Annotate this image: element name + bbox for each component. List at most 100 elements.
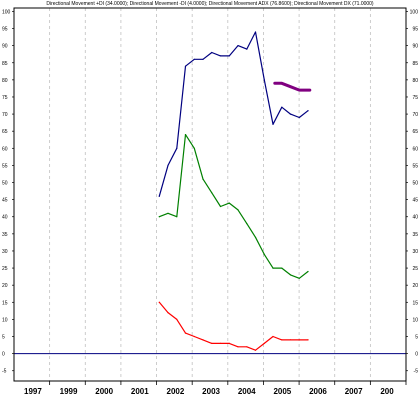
data-point-dx <box>307 110 309 112</box>
series-line-dx <box>158 31 309 197</box>
x-tick-label: 1999 <box>60 387 78 396</box>
data-point-minus_di <box>254 349 257 351</box>
data-point-dx <box>219 55 222 57</box>
data-point-adx <box>281 82 283 84</box>
data-point-dx <box>237 45 239 47</box>
y-tick-label-right: 100 <box>410 9 419 15</box>
data-point-minus_di <box>263 342 265 344</box>
y-tick-label-left: 100 <box>2 9 11 15</box>
y-tick-label-right: 35 <box>412 232 418 238</box>
data-point-minus_di <box>307 339 309 341</box>
data-point-dx <box>246 48 248 50</box>
y-tick-label-left: 30 <box>2 249 8 255</box>
y-tick-label-left: 40 <box>2 215 8 221</box>
y-tick-label-left: 60 <box>2 146 8 152</box>
x-tick-label: 200 <box>380 387 394 396</box>
y-tick-label-left: 55 <box>2 163 8 169</box>
y-tick-label-left: 5 <box>2 335 5 341</box>
data-point-dx <box>176 147 178 149</box>
data-point-plus_di <box>202 178 204 180</box>
data-point-dx <box>254 31 257 33</box>
y-tick-label-right: 25 <box>412 266 418 272</box>
data-point-plus_di <box>254 236 257 238</box>
data-point-plus_di <box>211 192 213 194</box>
y-tick-label-right: 15 <box>412 300 418 306</box>
y-tick-label-left: 20 <box>2 283 8 289</box>
y-tick-label-left: 95 <box>2 27 8 33</box>
series <box>158 31 312 351</box>
data-point-minus_di <box>246 346 248 348</box>
grid <box>49 8 371 381</box>
data-point-minus_di <box>202 339 204 341</box>
data-point-minus_di <box>281 339 283 341</box>
data-point-plus_di <box>289 274 292 276</box>
y-tick-label-left: -5 <box>2 369 7 375</box>
x-tick-label: 2006 <box>309 387 327 396</box>
y-tick-label-right: 50 <box>412 181 418 187</box>
data-point-minus_di <box>176 318 178 320</box>
data-point-plus_di <box>184 134 187 136</box>
data-point-adx <box>274 82 276 84</box>
y-tick-label-right: 60 <box>412 146 418 152</box>
y-tick-label-right: 55 <box>412 163 418 169</box>
data-point-dx <box>158 195 160 197</box>
x-tick-label: 2003 <box>202 387 220 396</box>
data-point-minus_di <box>228 342 230 344</box>
data-point-dx <box>298 116 300 119</box>
data-point-plus_di <box>158 216 160 218</box>
y-tick-label-left: 90 <box>2 44 8 50</box>
data-point-dx <box>211 51 213 54</box>
y-tick-label-left: 85 <box>2 61 8 67</box>
y-tick-label-left: 25 <box>2 266 8 272</box>
data-point-dx <box>193 58 195 60</box>
y-tick-label-right: 85 <box>412 61 418 67</box>
y-tick-label-left: 80 <box>2 78 8 84</box>
x-tick-label: 1997 <box>24 387 42 396</box>
y-tick-label-right: 75 <box>412 95 418 101</box>
data-point-minus_di <box>167 312 169 314</box>
data-point-plus_di <box>219 205 222 208</box>
y-tick-label-right: 0 <box>415 352 418 358</box>
data-point-dx <box>281 106 283 108</box>
data-point-dx <box>263 79 265 81</box>
y-tick-label-right: 10 <box>412 317 418 323</box>
x-tick-label: 2004 <box>238 387 256 396</box>
y-tick-label-right: 30 <box>412 249 418 255</box>
y-tick-label-right: 5 <box>415 335 418 341</box>
data-point-dx <box>289 113 292 115</box>
data-point-dx <box>228 55 230 57</box>
y-tick-label-left: 10 <box>2 317 8 323</box>
data-point-adx <box>298 89 300 91</box>
data-point-plus_di <box>176 216 178 218</box>
data-point-adx <box>309 89 311 91</box>
series-line-plus_di <box>158 134 309 279</box>
data-point-dx <box>272 123 274 125</box>
data-point-minus_di <box>211 342 213 344</box>
data-point-plus_di <box>167 212 169 214</box>
data-point-plus_di <box>228 202 230 204</box>
data-point-minus_di <box>158 301 160 303</box>
data-point-minus_di <box>219 342 222 344</box>
data-point-plus_di <box>298 277 300 279</box>
x-tick-label: 2007 <box>345 387 363 396</box>
x-axis-ticks: 1997 1999 2000 2001 2002 2003 2004 2005 2006 2007… <box>24 381 407 396</box>
data-point-minus_di <box>193 335 195 338</box>
data-point-minus_di <box>289 339 292 341</box>
data-point-plus_di <box>237 209 239 211</box>
y-tick-label-left: 75 <box>2 95 8 101</box>
data-point-plus_di <box>246 223 248 225</box>
x-tick-label: 2001 <box>131 387 149 396</box>
data-point-dx <box>184 65 187 67</box>
data-point-plus_di <box>272 267 274 269</box>
data-point-minus_di <box>184 332 187 334</box>
y-tick-label-left: 15 <box>2 300 8 306</box>
data-point-plus_di <box>307 270 309 273</box>
y-tick-label-right: 45 <box>412 198 418 204</box>
y-tick-label-right: 90 <box>412 44 418 50</box>
y-tick-label-left: 0 <box>2 352 5 358</box>
y-tick-label-right: 70 <box>412 112 418 118</box>
y-tick-label-right: 95 <box>412 27 418 33</box>
x-tick-label: 2005 <box>273 387 291 396</box>
